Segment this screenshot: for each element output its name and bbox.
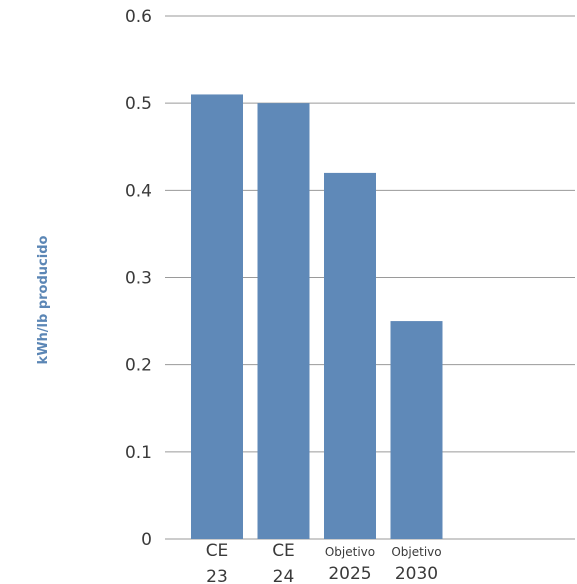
x-category-label-top: CE — [272, 541, 295, 561]
x-category-label-top: Objetivo — [325, 545, 375, 559]
x-axis-categories: CE 23 CE 24 Objetivo 2025 Objetivo 2030 — [206, 541, 442, 584]
y-tick-label: 0.3 — [125, 269, 152, 289]
bars — [191, 94, 443, 540]
y-axis-ticks: 0 0.1 0.2 0.3 0.4 0.5 0.6 — [125, 7, 152, 550]
y-tick-label: 0.5 — [125, 94, 152, 114]
x-category-label-bottom: 23 — [206, 567, 228, 584]
y-axis-label: kWh/lb producido — [36, 235, 51, 364]
y-tick-label: 0.6 — [125, 7, 152, 27]
x-category-label-top: Objetivo — [391, 545, 441, 559]
x-category-label-bottom: 2025 — [328, 564, 371, 584]
x-category-label-top: CE — [206, 541, 229, 561]
y-tick-label: 0.4 — [125, 181, 152, 201]
x-category-label-bottom: 2030 — [395, 564, 438, 584]
bar-3 — [390, 321, 443, 539]
y-tick-label: 0 — [141, 530, 152, 550]
x-category-label-bottom: 24 — [273, 567, 295, 584]
bar-2 — [324, 172, 376, 539]
y-tick-label: 0.1 — [125, 443, 152, 463]
bar-1 — [257, 103, 310, 540]
bar-0 — [191, 94, 243, 539]
y-tick-label: 0.2 — [125, 356, 152, 376]
